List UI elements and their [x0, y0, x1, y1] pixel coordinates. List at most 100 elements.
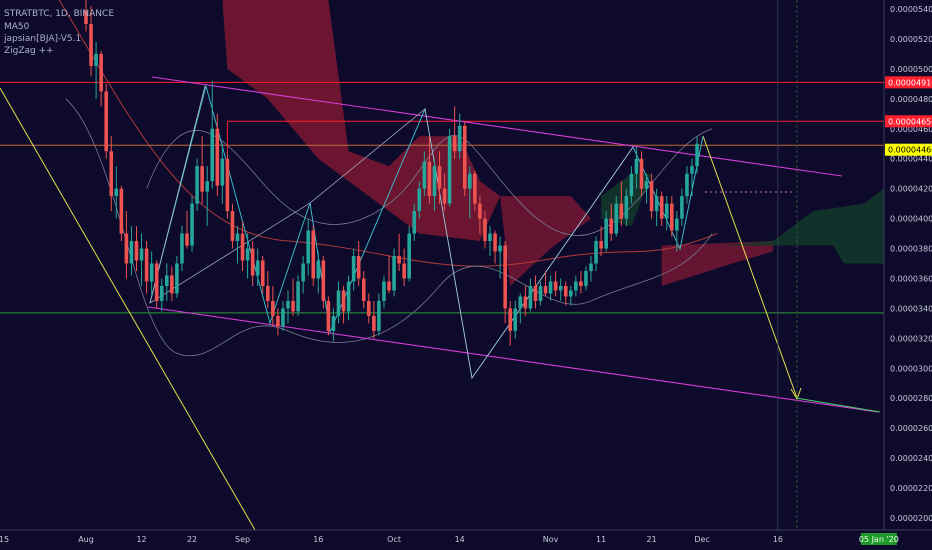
candle-body[interactable]	[619, 203, 624, 219]
candle-body[interactable]	[301, 263, 305, 282]
candle-body[interactable]	[159, 285, 164, 301]
green-target-line[interactable]	[795, 397, 881, 413]
candle-body[interactable]	[437, 166, 442, 189]
candle-body[interactable]	[690, 166, 694, 174]
candle-body[interactable]	[604, 218, 608, 249]
candle-body[interactable]	[664, 203, 669, 219]
candle-body[interactable]	[271, 300, 275, 316]
indicator-ma50[interactable]: MA50	[4, 22, 30, 32]
candle-body[interactable]	[170, 275, 174, 294]
candle-body[interactable]	[281, 308, 285, 327]
indicator-japsian[interactable]: japsian[BJA]-V5.1	[3, 34, 81, 44]
candle-body[interactable]	[114, 188, 119, 197]
candle-body[interactable]	[483, 218, 487, 242]
candle-body[interactable]	[175, 263, 179, 294]
candle-body[interactable]	[670, 203, 674, 231]
candle-body[interactable]	[205, 181, 209, 192]
candle-body[interactable]	[331, 315, 336, 331]
candle-body[interactable]	[548, 281, 553, 294]
candle-body[interactable]	[523, 296, 528, 309]
candle-body[interactable]	[553, 281, 558, 291]
indicator-zigzag[interactable]: ZigZag ++	[4, 46, 54, 56]
candle-body[interactable]	[154, 263, 159, 301]
candle-body[interactable]	[397, 256, 401, 264]
candle-body[interactable]	[165, 275, 169, 286]
candle-body[interactable]	[503, 245, 507, 309]
candle-body[interactable]	[326, 300, 331, 331]
candle-body[interactable]	[134, 241, 139, 261]
candle-body[interactable]	[84, 10, 88, 24]
candle-body[interactable]	[624, 196, 629, 219]
candle-body[interactable]	[402, 263, 406, 279]
candle-body[interactable]	[94, 53, 98, 66]
candle-body[interactable]	[139, 248, 144, 261]
candle-body[interactable]	[367, 300, 371, 316]
candle-body[interactable]	[685, 173, 689, 197]
candle-body[interactable]	[432, 166, 437, 197]
candle-body[interactable]	[351, 256, 356, 282]
candle-body[interactable]	[260, 260, 265, 286]
candle-body[interactable]	[200, 166, 204, 192]
candle-body[interactable]	[614, 203, 619, 234]
candle-body[interactable]	[543, 285, 548, 294]
candle-body[interactable]	[493, 233, 497, 252]
candle-body[interactable]	[372, 315, 376, 331]
candle-body[interactable]	[427, 161, 432, 197]
candle-body[interactable]	[341, 290, 346, 312]
channel-upper-line[interactable]	[151, 76, 843, 177]
candle-body[interactable]	[356, 256, 361, 279]
candle-body[interactable]	[508, 308, 512, 331]
candle-body[interactable]	[245, 248, 250, 261]
candle-body[interactable]	[629, 173, 634, 197]
candle-body[interactable]	[488, 233, 492, 242]
date-marker-badge[interactable]	[860, 533, 897, 545]
candle-body[interactable]	[528, 285, 533, 309]
candle-body[interactable]	[644, 181, 649, 189]
candle-body[interactable]	[311, 230, 316, 279]
candle-body[interactable]	[240, 233, 245, 261]
candle-body[interactable]	[680, 196, 684, 219]
candle-body[interactable]	[230, 211, 235, 242]
candle-body[interactable]	[478, 203, 482, 219]
yellow-projection-line[interactable]	[702, 135, 798, 399]
price-level-tag[interactable]	[885, 115, 932, 128]
candle-body[interactable]	[291, 300, 295, 312]
candle-body[interactable]	[452, 136, 457, 152]
candle-body[interactable]	[377, 300, 381, 331]
candle-body[interactable]	[89, 23, 93, 66]
candle-body[interactable]	[563, 285, 568, 297]
candle-body[interactable]	[195, 166, 199, 204]
candle-body[interactable]	[639, 158, 644, 189]
candle-body[interactable]	[407, 233, 411, 279]
candle-body[interactable]	[675, 218, 679, 231]
candle-body[interactable]	[609, 218, 613, 234]
candle-body[interactable]	[149, 263, 154, 282]
channel-lower-line[interactable]	[147, 306, 879, 413]
candle-body[interactable]	[321, 260, 326, 301]
candle-body[interactable]	[599, 241, 603, 249]
candle-body[interactable]	[417, 188, 422, 212]
candle-body[interactable]	[392, 256, 396, 291]
candle-body[interactable]	[387, 281, 391, 291]
candle-body[interactable]	[144, 248, 149, 282]
candle-body[interactable]	[99, 53, 103, 92]
yellow-trend-line[interactable]	[0, 87, 256, 531]
candle-body[interactable]	[361, 278, 366, 301]
candle-body[interactable]	[346, 281, 351, 312]
candle-body[interactable]	[255, 260, 260, 276]
candle-body[interactable]	[306, 230, 310, 264]
candle-body[interactable]	[220, 158, 225, 186]
candle-body[interactable]	[579, 281, 583, 286]
candle-body[interactable]	[382, 281, 386, 301]
candle-body[interactable]	[210, 128, 215, 182]
candle-body[interactable]	[518, 296, 523, 309]
candle-body[interactable]	[558, 285, 563, 291]
candle-body[interactable]	[533, 285, 538, 301]
candle-body[interactable]	[457, 125, 462, 152]
candle-body[interactable]	[473, 173, 477, 204]
candle-body[interactable]	[336, 290, 341, 316]
candle-body[interactable]	[185, 233, 189, 246]
candle-body[interactable]	[266, 285, 270, 301]
price-level-tag[interactable]	[885, 76, 932, 89]
